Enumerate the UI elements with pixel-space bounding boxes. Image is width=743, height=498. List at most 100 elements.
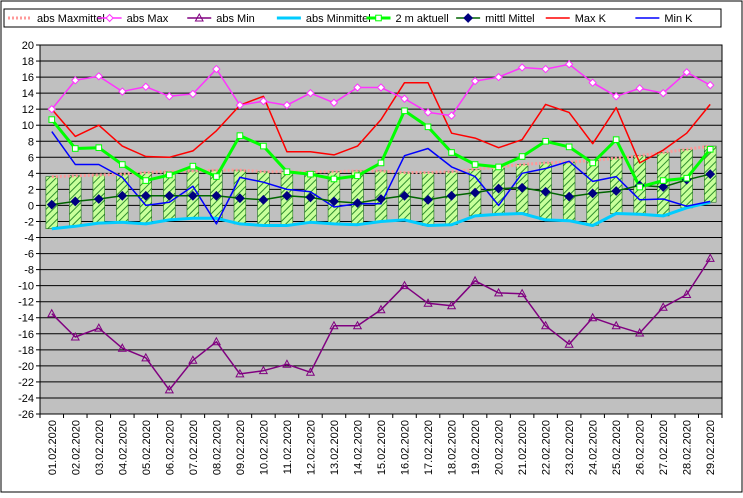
point-marker [194,12,204,22]
x-tick-label: 16.02.2020 [400,420,412,475]
point-marker [683,174,691,182]
y-tick-label: 10 [22,120,34,132]
point-marker [564,191,575,202]
plot-area [40,45,722,414]
y-tick-label: 4 [28,168,34,180]
point-marker [589,159,596,167]
point-marker [188,355,198,364]
point-marker [448,149,455,156]
x-tick-label: 19.02.2020 [470,420,482,475]
x-tick-label: 29.02.2020 [705,420,717,475]
point-marker [187,190,198,201]
point-marker [587,188,598,199]
y-tick-label: -22 [18,377,34,389]
point-marker [258,194,269,205]
x-tick-label: 07.02.2020 [188,420,200,475]
x-tick-label: 11.02.2020 [282,420,294,474]
point-marker [517,182,528,193]
y-tick-label: -16 [18,329,34,341]
y-tick-label: -2 [24,216,34,228]
x-tick-label: 18.02.2020 [447,420,459,475]
legend-box [3,8,722,28]
legend-label: 2 m aktuell [396,13,449,25]
point-marker [399,190,410,201]
x-tick-label: 14.02.2020 [352,420,364,475]
point-marker [565,143,573,151]
x-tick-label: 10.02.2020 [258,420,270,475]
point-marker [93,194,104,204]
point-marker [470,187,480,198]
point-marker [117,343,127,352]
point-marker [518,153,526,160]
point-marker [47,308,57,318]
point-marker [94,72,104,81]
point-marker [635,327,645,337]
point-marker [70,196,81,207]
series-line [51,200,711,231]
point-marker [119,161,126,168]
point-marker [542,137,549,145]
x-tick-label: 23.02.2020 [564,420,576,475]
y-tick-label: 16 [22,72,34,84]
point-marker [211,336,222,346]
point-marker [446,190,457,201]
point-marker [588,312,598,322]
point-marker [141,82,151,91]
point-marker [307,170,314,178]
y-tick-label: -18 [18,345,34,357]
point-marker [234,193,245,204]
point-marker [330,175,338,183]
point-marker [470,275,480,285]
y-tick-label: 12 [22,104,34,116]
y-tick-label: -14 [18,313,34,325]
point-marker [376,194,386,204]
point-marker [611,320,621,330]
point-marker [236,132,244,139]
point-marker [493,183,504,194]
point-marker [706,80,715,90]
band-bar [609,157,623,214]
point-marker [612,136,620,143]
point-marker [541,64,550,74]
point-marker [329,320,339,330]
point-marker [682,68,691,77]
point-marker [447,111,456,120]
point-marker [399,280,410,290]
point-marker [376,304,386,314]
x-tick-label: 06.02.2020 [164,420,176,475]
x-tick-label: 03.02.2020 [94,420,106,475]
point-marker [659,177,667,184]
point-marker [189,162,197,170]
y-tick-label: 6 [28,152,34,164]
point-marker [95,144,103,151]
point-marker [705,169,716,180]
point-marker [70,331,80,341]
y-tick-label: -4 [24,233,34,245]
point-marker [118,87,127,96]
point-marker [611,92,621,101]
x-tick-label: 26.02.2020 [635,420,647,475]
x-tick-label: 12.02.2020 [305,420,317,475]
legend-label: abs Minmittel [306,13,371,25]
y-tick-label: 8 [28,136,34,148]
point-marker [165,92,174,101]
point-marker [658,182,669,192]
point-marker [517,63,527,72]
point-marker [611,186,622,196]
point-marker [141,352,151,362]
point-marker [635,84,644,93]
point-marker [495,163,502,171]
point-marker [305,192,316,203]
legend-label: Min K [664,13,693,25]
point-marker [471,161,479,168]
legend-label: abs Min [216,13,255,25]
series-line [51,144,711,179]
y-tick-label: -8 [24,265,34,277]
point-marker [564,60,574,69]
point-marker [329,196,339,207]
point-marker [705,253,715,262]
point-marker [282,190,292,201]
legend-label: Max K [575,13,607,25]
